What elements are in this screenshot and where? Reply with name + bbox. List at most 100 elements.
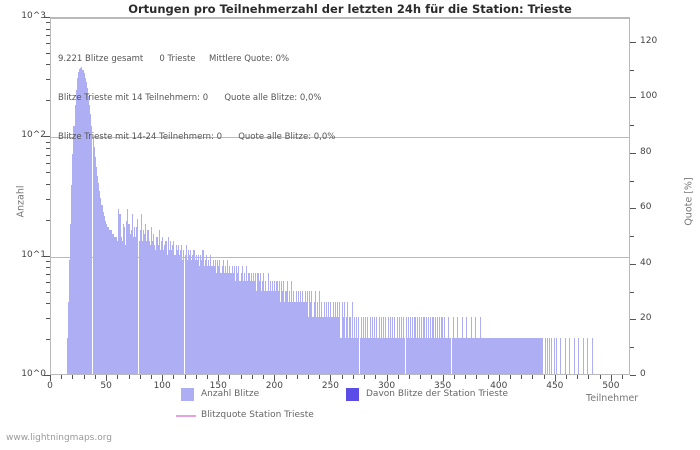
bar [277,290,279,374]
x-tick-minor [566,375,568,379]
bar [293,290,295,374]
bar [457,317,459,374]
y-axis-label-left: Anzahl [15,185,27,218]
x-tick-minor [263,375,265,379]
y-tick-label-left: 10^3 [21,11,46,21]
x-tick-label: 350 [434,381,452,391]
bar [162,237,164,374]
bar [184,254,186,374]
bar [89,104,91,374]
bar [85,81,87,374]
bar [292,302,294,374]
bar [141,241,143,374]
bar [101,205,103,374]
bar [510,338,513,374]
bar [522,338,524,374]
bar [153,233,155,374]
bar [310,302,312,374]
bar [506,338,508,374]
bar [322,317,324,374]
bar [240,273,242,374]
bar [409,317,412,374]
annotation-line-3: Blitze Trieste mit 14-24 Teilnehmern: 0 … [58,132,336,142]
bar [302,290,304,374]
x-tick-minor [476,375,478,379]
bar [422,338,424,374]
x-tick-minor [296,375,298,379]
bar [542,338,544,374]
bar [486,338,488,374]
bar [135,237,137,374]
bar [177,245,179,374]
bar [361,338,363,374]
bar [165,241,167,374]
bar [169,241,172,374]
bar [98,182,100,374]
bar [173,241,175,374]
x-tick-minor [139,375,141,379]
bar [501,338,504,374]
bar [211,266,213,374]
bar [214,260,216,374]
bar [70,224,72,374]
bar [390,338,393,374]
y-tick-minor-left [46,267,50,269]
bar [258,281,260,374]
bar [129,233,131,374]
x-tick-minor [207,375,209,379]
x-tick-minor [240,375,242,379]
bar [530,338,532,374]
bar [239,281,241,374]
bar [151,241,154,374]
bar [374,317,376,374]
bar [447,338,449,374]
bar [156,237,158,374]
bar [466,317,468,374]
bar [295,290,297,374]
y-tick-minor-right [630,69,634,71]
bar [107,227,109,374]
bar [415,338,417,374]
y-tick-left [44,17,50,18]
bar [459,338,461,374]
x-tick-minor [83,375,85,379]
y-tick-right [630,263,636,265]
bar [83,73,85,374]
x-tick-minor [251,375,253,379]
bar [417,338,419,374]
bar [537,338,539,374]
bar [230,273,232,374]
bar [371,317,373,374]
bar [269,281,271,374]
bars-layer [51,18,629,374]
bar [139,230,141,374]
bar [114,237,117,374]
bar [372,338,375,374]
y-tick-minor-left [46,22,50,24]
bar [399,338,401,374]
bar [84,78,86,374]
bar [238,266,240,374]
bar [524,338,526,374]
bar [518,338,520,374]
bar [144,233,146,374]
x-tick-minor [408,375,410,379]
bar [369,317,371,374]
bar [121,241,123,374]
bar [93,146,95,374]
bar [312,317,314,374]
bar [261,281,264,374]
bar [174,254,176,374]
bar [206,266,209,374]
bar [430,317,432,374]
legend-label-blitzquote: Blitzquote Station Trieste [201,410,314,420]
annotation-block: 9.221 Blitze gesamt 0 Trieste Mittlere Q… [58,27,335,170]
bar [122,224,124,374]
bar [341,302,343,374]
bar [535,338,537,374]
bar [285,290,287,374]
bar [377,338,379,374]
bar [411,338,413,374]
bar [233,266,235,374]
bar [76,78,78,374]
